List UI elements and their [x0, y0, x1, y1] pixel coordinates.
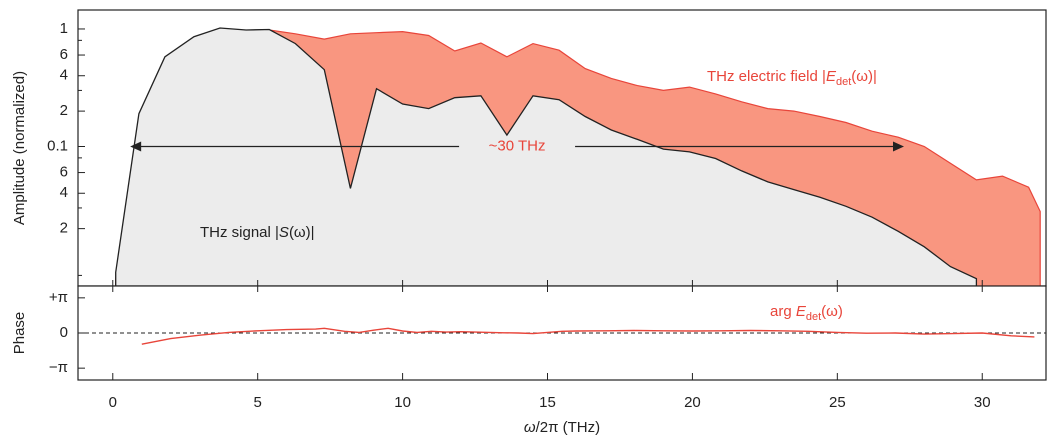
x-axis-label-rest: /2π (THz) [536, 419, 601, 436]
electric-field-legend-prefix: THz electric field | [707, 68, 826, 85]
x-tick-label: 25 [829, 394, 846, 411]
signal-legend-suffix: (ω)| [289, 224, 315, 241]
signal-legend-prefix: THz signal | [200, 224, 279, 241]
electric-field-legend-subscript: det [836, 76, 851, 88]
x-tick-label: 20 [684, 394, 701, 411]
phase-tick-label: +π [49, 289, 68, 306]
electric-field-legend: THz electric field |Edet(ω)| [707, 68, 877, 88]
x-axis-label-symbol: ω [524, 419, 536, 436]
amplitude-panel: 1 6 4 2 0.1 6 4 2 ~30 THz THz electric field |E… [11, 9, 1047, 287]
x-tick-label: 30 [974, 394, 991, 411]
bandwidth-annotation: ~30 THz [130, 137, 904, 154]
phase-y-axis: +π 0 −π [49, 289, 85, 376]
signal-legend-symbol: S [279, 224, 289, 241]
phase-legend: arg Edet(ω) [770, 303, 843, 323]
phase-tick-label: −π [49, 359, 68, 376]
phase-legend-symbol: E [796, 303, 807, 320]
phase-legend-suffix: (ω) [821, 303, 843, 320]
phase-curve [141, 327, 1035, 345]
amplitude-tick-label: 0.1 [47, 137, 68, 154]
phase-tick-label: 0 [60, 324, 68, 341]
amplitude-tick-label: 1 [60, 20, 68, 37]
bandwidth-label: ~30 THz [489, 137, 546, 154]
x-axis: 0 5 10 15 20 25 30 [109, 280, 991, 411]
x-tick-label: 0 [109, 394, 117, 411]
x-tick-label: 5 [254, 394, 262, 411]
amplitude-tick-label: 4 [60, 67, 68, 84]
amplitude-tick-label: 6 [60, 46, 68, 63]
electric-field-legend-symbol: E [826, 68, 837, 85]
x-tick-label: 15 [539, 394, 556, 411]
amplitude-y-axis: 1 6 4 2 0.1 6 4 2 [47, 20, 85, 276]
phase-y-label: Phase [11, 312, 28, 355]
signal-legend: THz signal |S(ω)| [200, 224, 315, 241]
x-axis-label: ω/2π (THz) [524, 419, 600, 436]
amplitude-tick-label: 4 [60, 184, 68, 201]
phase-legend-subscript: det [806, 311, 821, 323]
bandwidth-arrowhead-left [130, 141, 142, 152]
amplitude-tick-label: 2 [60, 102, 68, 119]
signal-area [115, 27, 978, 287]
electric-field-legend-suffix: (ω)| [851, 68, 877, 85]
phase-legend-prefix: arg [770, 303, 796, 320]
amplitude-y-label: Amplitude (normalized) [11, 71, 28, 225]
amplitude-tick-label: 6 [60, 164, 68, 181]
phase-panel: +π 0 −π arg Edet(ω) Phase [11, 285, 1047, 381]
bandwidth-arrowhead-right [892, 141, 904, 152]
x-tick-label: 10 [394, 394, 411, 411]
amplitude-tick-label: 2 [60, 220, 68, 237]
